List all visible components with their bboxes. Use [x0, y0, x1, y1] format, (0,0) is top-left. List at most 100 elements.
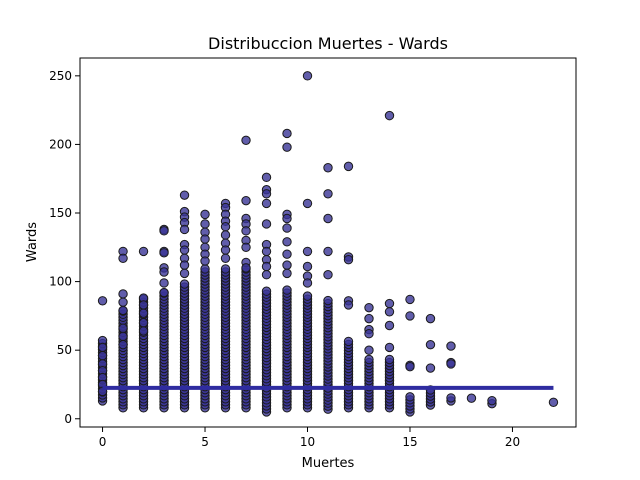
- scatter-point: [343, 254, 354, 265]
- scatter-point: [282, 260, 292, 270]
- scatter-point: [261, 189, 272, 199]
- y-axis-label: Wards: [25, 222, 40, 262]
- scatter-point: [261, 198, 272, 209]
- scatter-point: [118, 297, 128, 307]
- scatter-point: [118, 331, 128, 342]
- scatter-point: [384, 354, 395, 365]
- scatter-point: [323, 189, 333, 199]
- scatter-point: [220, 230, 231, 240]
- scatter-point: [138, 308, 149, 318]
- scatter-point: [179, 268, 190, 279]
- scatter-point: [446, 359, 456, 369]
- scatter-point: [343, 161, 354, 172]
- scatter-point: [384, 307, 395, 317]
- scatter-point: [179, 260, 190, 270]
- scatter-point: [364, 329, 374, 339]
- scatter-point: [179, 245, 190, 255]
- scatter-point: [220, 222, 231, 232]
- scatter-point: [200, 234, 210, 244]
- scatter-point: [466, 393, 477, 403]
- x-tick-label: 10: [300, 435, 315, 449]
- scatter-point: [159, 267, 169, 277]
- x-axis-ticks: 0 5 10 15 20: [99, 427, 520, 449]
- x-tick-label: 20: [505, 435, 520, 449]
- scatter-point: [118, 253, 128, 263]
- x-axis-label: Muertes: [302, 456, 355, 471]
- y-axis-ticks: 0 50 100 150 200 250: [49, 69, 80, 426]
- scatter-point: [179, 190, 190, 200]
- scatter-point: [302, 71, 313, 81]
- scatter-point: [241, 135, 251, 146]
- scatter-point: [384, 342, 395, 353]
- scatter-point: [138, 300, 149, 310]
- scatter-point: [261, 261, 272, 272]
- scatter-point: [405, 361, 415, 372]
- scatter-point: [241, 226, 251, 236]
- scatter-point: [138, 318, 149, 328]
- scatter-point: [343, 336, 354, 347]
- scatter-point: [159, 248, 169, 258]
- scatter-point: [282, 128, 292, 139]
- scatter-point: [138, 246, 149, 257]
- y-tick-label: 250: [49, 69, 72, 83]
- scatter-point: [384, 298, 395, 309]
- scatter-point: [220, 264, 231, 274]
- scatter-point: [179, 224, 190, 235]
- y-tick-label: 0: [64, 412, 72, 426]
- scatter-point: [384, 110, 395, 121]
- scatter-point: [323, 295, 333, 306]
- scatter-point: [323, 213, 333, 224]
- scatter-point: [261, 270, 272, 280]
- scatter-point: [302, 261, 313, 272]
- scatter-point: [425, 339, 436, 350]
- scatter-point: [159, 278, 169, 288]
- scatter-point: [118, 289, 128, 299]
- scatter-point: [446, 341, 456, 351]
- scatter-point: [261, 286, 272, 296]
- scatter-point: [220, 245, 231, 255]
- scatter-point: [220, 253, 231, 263]
- scatter-point: [179, 279, 190, 289]
- scatter-point: [282, 213, 292, 224]
- scatter-point: [302, 291, 313, 301]
- scatter-point: [200, 219, 210, 229]
- scatter-point: [487, 395, 497, 406]
- scatter-point: [200, 264, 210, 274]
- scatter-point: [241, 195, 251, 206]
- scatter-point: [282, 237, 292, 247]
- x-tick-label: 0: [99, 435, 107, 449]
- scatter-point: [405, 294, 415, 305]
- scatter-point: [384, 320, 395, 331]
- scatter-point: [241, 263, 251, 273]
- scatter-point: [343, 300, 354, 310]
- scatter-point: [282, 268, 292, 279]
- scatter-point: [364, 302, 374, 313]
- scatter-point: [261, 246, 272, 257]
- scatter-point: [425, 313, 436, 324]
- x-tick-label: 15: [402, 435, 417, 449]
- scatter-point: [282, 142, 292, 152]
- scatter-point: [405, 392, 415, 402]
- scatter-point: [548, 397, 559, 408]
- y-tick-label: 150: [49, 206, 72, 220]
- scatter-point: [302, 198, 313, 209]
- scatter-point: [118, 323, 128, 333]
- x-tick-label: 5: [201, 435, 209, 449]
- scatter-point: [118, 305, 128, 316]
- scatter-point: [97, 296, 108, 306]
- scatter-point: [97, 350, 108, 361]
- scatter-point: [425, 363, 436, 373]
- scatter-point: [241, 242, 251, 253]
- scatter-point: [282, 249, 292, 259]
- scatter-point: [200, 256, 210, 266]
- scatter-point: [282, 223, 292, 233]
- scatter-point: [364, 345, 374, 355]
- scatter-point: [446, 393, 456, 403]
- scatter-point: [118, 339, 128, 350]
- plot-frame: [79, 57, 577, 428]
- scatter-point: [159, 226, 169, 236]
- scatter-point: [323, 270, 333, 280]
- scatter-point: [261, 172, 272, 183]
- y-tick-label: 100: [49, 275, 72, 289]
